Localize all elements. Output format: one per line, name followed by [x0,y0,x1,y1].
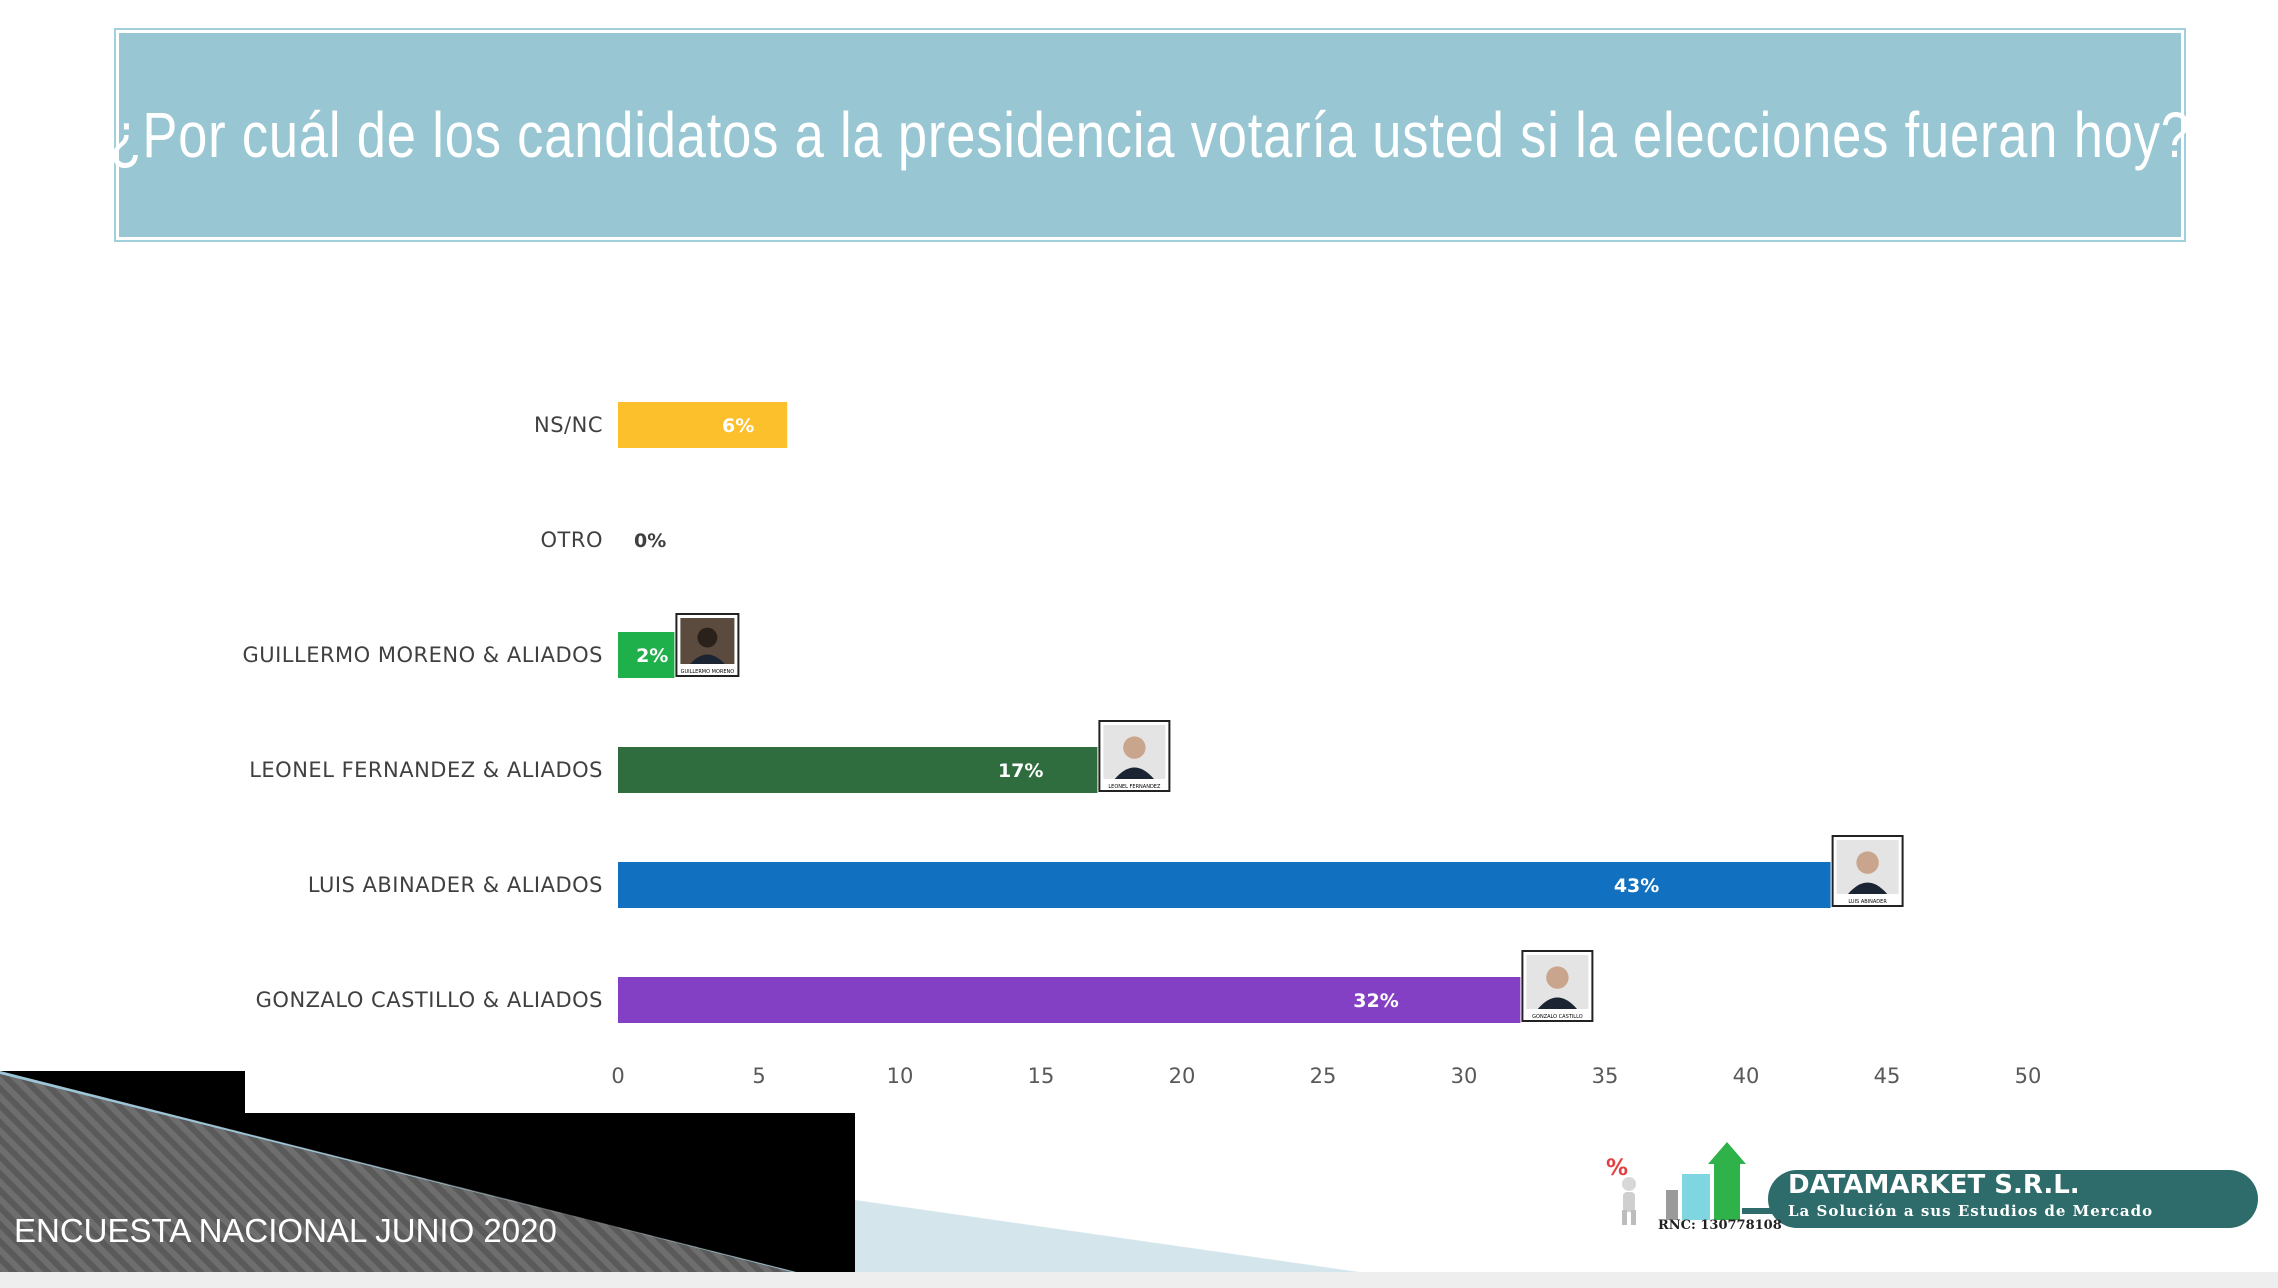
x-tick-label: 5 [752,1064,765,1088]
x-tick-label: 20 [1169,1064,1196,1088]
x-tick-label: 25 [1310,1064,1337,1088]
category-label: LEONEL FERNANDEZ & ALIADOS [249,758,603,782]
data-label: 2% [636,645,668,667]
x-tick-label: 50 [2015,1064,2042,1088]
category-label: LUIS ABINADER & ALIADOS [308,873,603,897]
candidate-suit [1114,767,1154,779]
title-banner: ¿Por cuál de los candidatos a la preside… [109,28,2190,242]
x-tick-label: 45 [1874,1064,1901,1088]
bar [618,862,1831,908]
candidate-suit [1537,997,1577,1009]
candidate-head [1123,736,1146,759]
data-label: 0% [634,530,666,552]
candidate-head [1546,966,1569,989]
bar [618,977,1521,1023]
growth-bars-icon [1666,1142,1776,1220]
company-name: DATAMARKET S.R.L. [1788,1170,2080,1200]
datamarket-logo: % DATAMARKET S.R.L. La Solución a sus Es… [1600,1140,2260,1240]
company-rnc: RNC: 130778108 [1658,1218,1782,1233]
data-label: 17% [998,760,1043,782]
x-tick-label: 0 [611,1064,624,1088]
survey-footer-text: ENCUESTA NACIONAL JUNIO 2020 [14,1212,557,1249]
chart-title: ¿Por cuál de los candidatos a la preside… [109,99,2191,171]
photo-caption: LEONEL FERNANDEZ [1108,784,1161,790]
footer-light-wedge [855,1200,1415,1280]
x-tick-label: 30 [1451,1064,1478,1088]
category-label: GUILLERMO MORENO & ALIADOS [242,643,603,667]
bar [618,632,675,678]
candidate-suit [690,654,725,664]
bar-chart: NS/NC 6% OTRO 0% GUILLERMO MORENO & ALIADOS 2… [242,402,2042,1088]
data-label: 6% [722,415,754,437]
logo-banner [1768,1170,2258,1228]
percent-icon: % [1606,1156,1629,1181]
x-tick-label: 10 [887,1064,914,1088]
data-label: 43% [1614,875,1659,897]
x-tick-label: 15 [1028,1064,1055,1088]
photo-caption: GUILLERMO MORENO [681,669,735,675]
x-tick-label: 35 [1592,1064,1619,1088]
person-icon [1622,1177,1636,1225]
x-tick-label: 40 [1733,1064,1760,1088]
category-label: OTRO [541,528,603,552]
category-label: GONZALO CASTILLO & ALIADOS [256,988,603,1012]
category-label: NS/NC [534,413,603,437]
candidate-head [697,627,718,648]
photo-caption: GONZALO CASTILLO [1532,1014,1583,1020]
photo-caption: LUIS ABINADER [1848,899,1887,905]
bar [618,747,1098,793]
data-label: 32% [1353,990,1398,1012]
bar [618,402,788,448]
candidate-suit [1848,882,1888,894]
candidate-head [1856,851,1879,874]
company-tagline: La Solución a sus Estudios de Mercado [1788,1202,2154,1220]
footer-bottom-band [0,1272,2278,1288]
